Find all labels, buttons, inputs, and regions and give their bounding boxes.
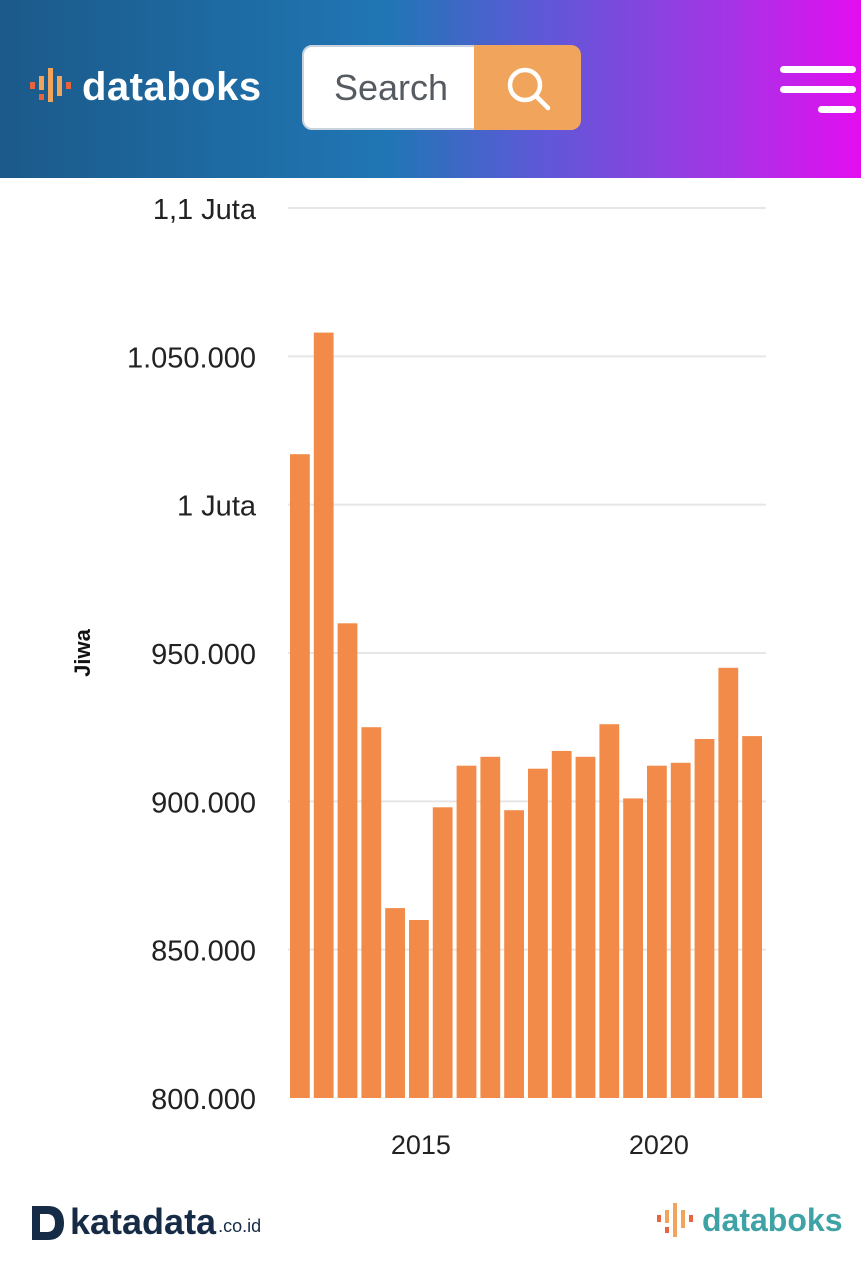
katadata-logo[interactable]: katadata .co.id: [30, 1198, 261, 1242]
bar[interactable]: [647, 765, 667, 1098]
bar[interactable]: [694, 739, 715, 1098]
y-tick-label: 800.000: [151, 1084, 256, 1116]
logo-text: databoks: [82, 64, 262, 109]
katadata-logo-icon: [32, 1206, 64, 1240]
bar[interactable]: [313, 332, 334, 1099]
site-header: databoks: [0, 0, 861, 178]
bar[interactable]: [456, 765, 477, 1098]
bar[interactable]: [623, 798, 643, 1098]
y-tick-label: 900.000: [151, 787, 256, 819]
katadata-text: katadata: [70, 1201, 217, 1242]
bar[interactable]: [337, 623, 358, 1098]
x-tick-label: 2015: [391, 1130, 451, 1160]
bar[interactable]: [385, 908, 405, 1098]
databoks-footer-text: databoks: [702, 1201, 843, 1238]
y-tick-label: 1 Juta: [177, 491, 257, 523]
chart-area: 800.000 850.000 900.000 950.000 1 Juta 1.050.…: [0, 178, 861, 1178]
bar[interactable]: [551, 750, 572, 1098]
bar[interactable]: [409, 920, 429, 1098]
search-icon: [507, 67, 550, 110]
databoks-footer-logo[interactable]: databoks: [656, 1200, 842, 1240]
search-button[interactable]: [474, 45, 581, 130]
bar[interactable]: [742, 736, 762, 1098]
bar[interactable]: [432, 807, 453, 1098]
y-tick-label: 850.000: [151, 936, 256, 968]
menu-button[interactable]: [780, 66, 856, 116]
bar[interactable]: [599, 724, 620, 1098]
bar[interactable]: [361, 727, 382, 1098]
search-input[interactable]: [304, 47, 474, 128]
bar-chart: 800.000 850.000 900.000 950.000 1 Juta 1.050.…: [70, 194, 766, 1160]
bar[interactable]: [290, 454, 310, 1098]
bar[interactable]: [504, 810, 524, 1098]
bar[interactable]: [575, 756, 596, 1098]
databoks-logo[interactable]: databoks: [28, 62, 262, 112]
y-tick-label: 950.000: [151, 639, 256, 671]
x-tick-label: 2020: [629, 1130, 689, 1160]
bar[interactable]: [480, 756, 501, 1098]
databoks-logo-icon: [30, 68, 71, 102]
y-tick-label: 1.050.000: [127, 342, 256, 374]
databoks-footer-icon: [657, 1203, 693, 1237]
bar[interactable]: [718, 667, 739, 1098]
y-tick-label: 1,1 Juta: [153, 194, 257, 226]
bar[interactable]: [670, 762, 691, 1098]
y-axis-label: Jiwa: [70, 628, 95, 676]
katadata-suffix: .co.id: [218, 1216, 262, 1236]
search-box: [302, 45, 476, 130]
bar[interactable]: [528, 768, 548, 1098]
